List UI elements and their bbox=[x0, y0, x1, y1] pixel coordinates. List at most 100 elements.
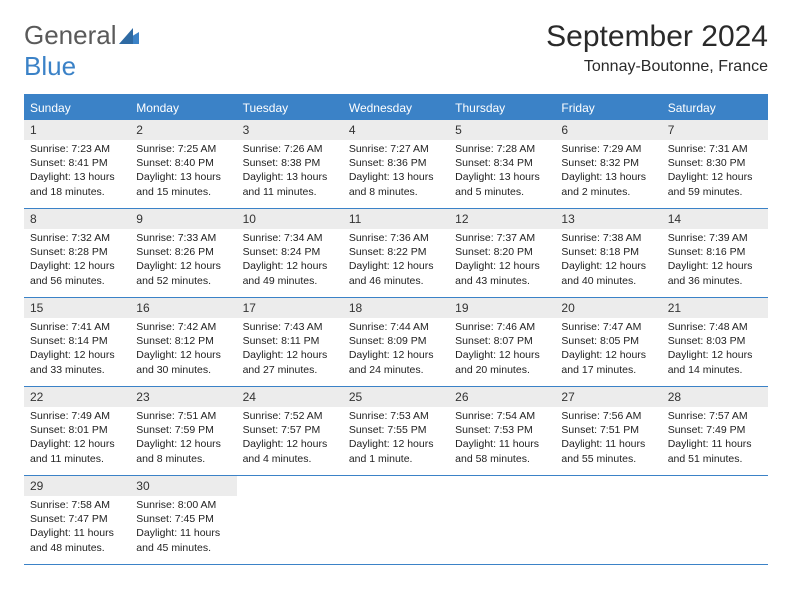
day-info: Sunrise: 7:52 AMSunset: 7:57 PMDaylight:… bbox=[237, 409, 343, 466]
day-number: 2 bbox=[130, 120, 236, 140]
day-cell: 1Sunrise: 7:23 AMSunset: 8:41 PMDaylight… bbox=[24, 120, 130, 208]
sunset-line: Sunset: 8:14 PM bbox=[30, 334, 124, 348]
day-cell: 23Sunrise: 7:51 AMSunset: 7:59 PMDayligh… bbox=[130, 387, 236, 475]
day-number: 28 bbox=[662, 387, 768, 407]
day-cell: 4Sunrise: 7:27 AMSunset: 8:36 PMDaylight… bbox=[343, 120, 449, 208]
weeks-container: 1Sunrise: 7:23 AMSunset: 8:41 PMDaylight… bbox=[24, 120, 768, 565]
day-cell: 14Sunrise: 7:39 AMSunset: 8:16 PMDayligh… bbox=[662, 209, 768, 297]
sunrise-line: Sunrise: 7:37 AM bbox=[455, 231, 549, 245]
daylight-line: Daylight: 12 hours and 46 minutes. bbox=[349, 259, 443, 287]
day-info: Sunrise: 7:49 AMSunset: 8:01 PMDaylight:… bbox=[24, 409, 130, 466]
sunset-line: Sunset: 8:22 PM bbox=[349, 245, 443, 259]
sunset-line: Sunset: 8:36 PM bbox=[349, 156, 443, 170]
day-info: Sunrise: 7:51 AMSunset: 7:59 PMDaylight:… bbox=[130, 409, 236, 466]
daylight-line: Daylight: 12 hours and 1 minute. bbox=[349, 437, 443, 465]
day-cell: 16Sunrise: 7:42 AMSunset: 8:12 PMDayligh… bbox=[130, 298, 236, 386]
day-number: 29 bbox=[24, 476, 130, 496]
sunrise-line: Sunrise: 7:29 AM bbox=[561, 142, 655, 156]
logo-triangle-icon bbox=[119, 20, 139, 51]
day-number: 17 bbox=[237, 298, 343, 318]
day-number: 9 bbox=[130, 209, 236, 229]
day-number: 19 bbox=[449, 298, 555, 318]
daylight-line: Daylight: 12 hours and 56 minutes. bbox=[30, 259, 124, 287]
day-headers: SundayMondayTuesdayWednesdayThursdayFrid… bbox=[24, 96, 768, 120]
day-info: Sunrise: 7:27 AMSunset: 8:36 PMDaylight:… bbox=[343, 142, 449, 199]
day-number: 26 bbox=[449, 387, 555, 407]
day-cell: 10Sunrise: 7:34 AMSunset: 8:24 PMDayligh… bbox=[237, 209, 343, 297]
day-number: 10 bbox=[237, 209, 343, 229]
sunrise-line: Sunrise: 7:33 AM bbox=[136, 231, 230, 245]
day-cell: 28Sunrise: 7:57 AMSunset: 7:49 PMDayligh… bbox=[662, 387, 768, 475]
sunset-line: Sunset: 8:32 PM bbox=[561, 156, 655, 170]
day-number: 18 bbox=[343, 298, 449, 318]
day-cell-empty bbox=[555, 476, 661, 564]
sunset-line: Sunset: 7:47 PM bbox=[30, 512, 124, 526]
day-number: 3 bbox=[237, 120, 343, 140]
day-cell: 11Sunrise: 7:36 AMSunset: 8:22 PMDayligh… bbox=[343, 209, 449, 297]
day-cell: 12Sunrise: 7:37 AMSunset: 8:20 PMDayligh… bbox=[449, 209, 555, 297]
day-cell: 19Sunrise: 7:46 AMSunset: 8:07 PMDayligh… bbox=[449, 298, 555, 386]
sunset-line: Sunset: 8:26 PM bbox=[136, 245, 230, 259]
day-number: 24 bbox=[237, 387, 343, 407]
daylight-line: Daylight: 13 hours and 8 minutes. bbox=[349, 170, 443, 198]
day-cell-empty bbox=[449, 476, 555, 564]
daylight-line: Daylight: 12 hours and 24 minutes. bbox=[349, 348, 443, 376]
day-info: Sunrise: 7:39 AMSunset: 8:16 PMDaylight:… bbox=[662, 231, 768, 288]
daylight-line: Daylight: 12 hours and 43 minutes. bbox=[455, 259, 549, 287]
day-number: 25 bbox=[343, 387, 449, 407]
day-number: 4 bbox=[343, 120, 449, 140]
day-header: Wednesday bbox=[343, 96, 449, 120]
day-cell: 8Sunrise: 7:32 AMSunset: 8:28 PMDaylight… bbox=[24, 209, 130, 297]
sunrise-line: Sunrise: 7:34 AM bbox=[243, 231, 337, 245]
sunset-line: Sunset: 7:49 PM bbox=[668, 423, 762, 437]
day-number: 5 bbox=[449, 120, 555, 140]
day-number: 13 bbox=[555, 209, 661, 229]
day-header: Friday bbox=[555, 96, 661, 120]
day-number: 20 bbox=[555, 298, 661, 318]
sunset-line: Sunset: 8:28 PM bbox=[30, 245, 124, 259]
sunset-line: Sunset: 8:18 PM bbox=[561, 245, 655, 259]
daylight-line: Daylight: 13 hours and 15 minutes. bbox=[136, 170, 230, 198]
daylight-line: Daylight: 12 hours and 36 minutes. bbox=[668, 259, 762, 287]
day-number: 1 bbox=[24, 120, 130, 140]
day-info: Sunrise: 7:25 AMSunset: 8:40 PMDaylight:… bbox=[130, 142, 236, 199]
sunrise-line: Sunrise: 7:39 AM bbox=[668, 231, 762, 245]
day-cell: 18Sunrise: 7:44 AMSunset: 8:09 PMDayligh… bbox=[343, 298, 449, 386]
sunrise-line: Sunrise: 7:56 AM bbox=[561, 409, 655, 423]
sunrise-line: Sunrise: 7:26 AM bbox=[243, 142, 337, 156]
week-row: 1Sunrise: 7:23 AMSunset: 8:41 PMDaylight… bbox=[24, 120, 768, 209]
day-info: Sunrise: 7:41 AMSunset: 8:14 PMDaylight:… bbox=[24, 320, 130, 377]
daylight-line: Daylight: 12 hours and 59 minutes. bbox=[668, 170, 762, 198]
sunrise-line: Sunrise: 7:41 AM bbox=[30, 320, 124, 334]
day-cell: 13Sunrise: 7:38 AMSunset: 8:18 PMDayligh… bbox=[555, 209, 661, 297]
day-cell: 25Sunrise: 7:53 AMSunset: 7:55 PMDayligh… bbox=[343, 387, 449, 475]
daylight-line: Daylight: 12 hours and 17 minutes. bbox=[561, 348, 655, 376]
sunset-line: Sunset: 8:01 PM bbox=[30, 423, 124, 437]
sunrise-line: Sunrise: 7:52 AM bbox=[243, 409, 337, 423]
sunset-line: Sunset: 7:59 PM bbox=[136, 423, 230, 437]
calendar: SundayMondayTuesdayWednesdayThursdayFrid… bbox=[24, 94, 768, 565]
day-cell: 9Sunrise: 7:33 AMSunset: 8:26 PMDaylight… bbox=[130, 209, 236, 297]
day-info: Sunrise: 7:28 AMSunset: 8:34 PMDaylight:… bbox=[449, 142, 555, 199]
brand-line2: Blue bbox=[24, 51, 76, 81]
header: General Blue September 2024 Tonnay-Bouto… bbox=[0, 0, 792, 90]
day-cell: 3Sunrise: 7:26 AMSunset: 8:38 PMDaylight… bbox=[237, 120, 343, 208]
day-number: 8 bbox=[24, 209, 130, 229]
day-header: Sunday bbox=[24, 96, 130, 120]
day-number: 7 bbox=[662, 120, 768, 140]
sunset-line: Sunset: 8:20 PM bbox=[455, 245, 549, 259]
daylight-line: Daylight: 13 hours and 2 minutes. bbox=[561, 170, 655, 198]
daylight-line: Daylight: 12 hours and 8 minutes. bbox=[136, 437, 230, 465]
day-cell: 20Sunrise: 7:47 AMSunset: 8:05 PMDayligh… bbox=[555, 298, 661, 386]
day-cell-empty bbox=[662, 476, 768, 564]
daylight-line: Daylight: 12 hours and 4 minutes. bbox=[243, 437, 337, 465]
day-number: 27 bbox=[555, 387, 661, 407]
sunrise-line: Sunrise: 7:57 AM bbox=[668, 409, 762, 423]
brand-logo: General Blue bbox=[24, 20, 139, 82]
sunrise-line: Sunrise: 7:48 AM bbox=[668, 320, 762, 334]
daylight-line: Daylight: 12 hours and 30 minutes. bbox=[136, 348, 230, 376]
day-info: Sunrise: 7:26 AMSunset: 8:38 PMDaylight:… bbox=[237, 142, 343, 199]
day-info: Sunrise: 7:43 AMSunset: 8:11 PMDaylight:… bbox=[237, 320, 343, 377]
sunrise-line: Sunrise: 7:36 AM bbox=[349, 231, 443, 245]
sunset-line: Sunset: 7:45 PM bbox=[136, 512, 230, 526]
